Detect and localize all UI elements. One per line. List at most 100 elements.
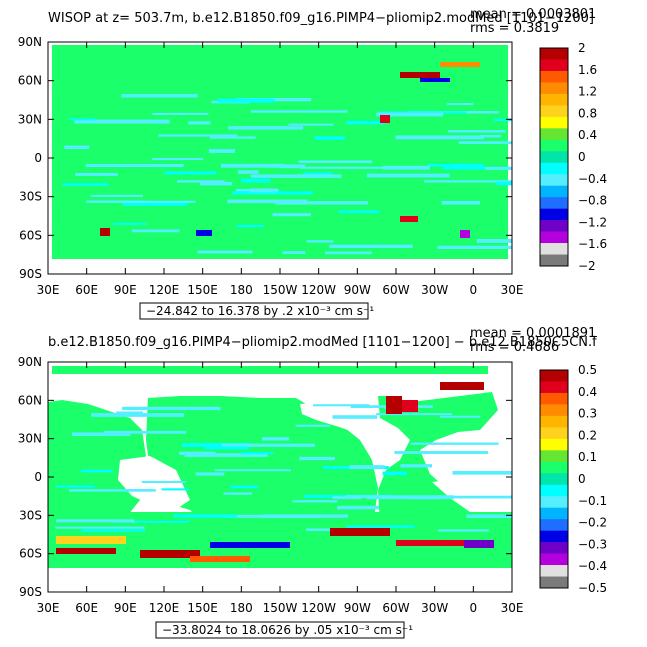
panel-2-cyan-streaks [55, 404, 512, 532]
streak [394, 451, 489, 454]
colorbar-swatch [540, 450, 568, 463]
colorbar-swatch [540, 392, 568, 405]
streak [71, 432, 131, 437]
colorbar-label: −0.4 [578, 172, 607, 186]
panel-1-mean: mean = 0.0003801 [470, 7, 596, 22]
panel-2-range-label: −33.8024 to 18.0626 by .05 x10⁻³ cm s⁻¹ [162, 623, 413, 637]
streak [179, 451, 216, 456]
colorbar-label: 0.4 [578, 385, 597, 399]
colorbar-swatch [540, 519, 568, 531]
streak [237, 170, 259, 174]
streak [493, 118, 512, 122]
colorbar-swatch [540, 576, 568, 589]
streak [441, 200, 480, 205]
y-tick-label: 0 [34, 151, 42, 165]
x-tick-label: 90W [344, 283, 371, 297]
colorbar-swatch [540, 553, 568, 566]
streak [338, 210, 380, 214]
panel-2-x-axis: 30E 60E 90E 120E 150E 180 150W 120W 90W 60W 30W 0 30… [37, 362, 523, 615]
streak [395, 135, 485, 140]
colorbar-label: 1.2 [578, 85, 597, 99]
colorbar-swatch [540, 185, 568, 198]
x-tick-label: 120E [149, 601, 180, 615]
colorbar-swatch [540, 438, 568, 451]
streak [346, 120, 386, 125]
x-tick-label: 60E [75, 283, 98, 297]
streak [209, 136, 256, 139]
x-tick-label: 150W [263, 283, 298, 297]
streak [272, 213, 311, 217]
streak [314, 136, 345, 140]
colorbar-frame [539, 369, 569, 589]
panel-1-y-axis: 90N 60N 30N 0 30S 60S 90S [18, 35, 512, 281]
streak [485, 167, 512, 170]
x-tick-label: 150E [187, 601, 218, 615]
streak [112, 520, 190, 523]
colorbar-swatch [540, 530, 568, 543]
streak [173, 514, 237, 518]
streak [122, 406, 221, 411]
panel-1-range-box: −24.842 to 16.378 by .2 x10⁻³ cm s⁻¹ [139, 302, 374, 320]
streak [408, 495, 439, 500]
panel-1-cyan-streaks [62, 94, 512, 255]
panel-1-noise [100, 62, 480, 238]
streak [122, 202, 188, 206]
streak [410, 442, 499, 445]
streak [345, 495, 381, 499]
streak [104, 430, 187, 434]
y-tick-label: 60S [19, 547, 42, 561]
colorbar-swatch [540, 220, 568, 232]
colorbar-frame [539, 47, 569, 267]
colorbar-label: 0 [578, 472, 586, 486]
y-tick-label: 30S [19, 508, 42, 522]
panel-1-x-axis: 30E 60E 90E 120E 150E 180 150W 120W 90W 60W 30W 0 30… [37, 42, 524, 297]
streak [197, 250, 253, 254]
colorbar-label: 0.5 [578, 363, 597, 377]
colorbar-swatch [540, 496, 568, 508]
streak [121, 94, 198, 98]
streak [378, 111, 467, 114]
y-tick-label: 90S [19, 267, 42, 281]
streak [337, 505, 380, 510]
streak [292, 500, 338, 503]
streak [222, 514, 320, 518]
y-tick-label: 90N [18, 355, 42, 369]
x-tick-label: 120W [301, 283, 336, 297]
colorbar-label: −1.2 [578, 215, 607, 229]
colorbar-swatch [540, 243, 568, 255]
panel-2-range-box: −33.8024 to 18.0626 by .05 x10⁻³ cm s⁻¹ [155, 621, 413, 639]
colorbar-swatch [540, 427, 568, 440]
x-tick-label: 60E [75, 601, 98, 615]
streak [282, 251, 306, 254]
x-tick-label: 180 [230, 601, 253, 615]
panel-1-title: WISOP at z= 503.7m, b.e12.B1850.f09_g16.… [48, 11, 594, 26]
streak [480, 134, 502, 138]
streak [91, 413, 185, 417]
colorbar-label: −0.2 [578, 516, 607, 530]
streak [115, 411, 143, 415]
x-tick-label: 30E [37, 601, 60, 615]
x-tick-label: 60W [382, 601, 409, 615]
streak [349, 465, 385, 469]
streak [231, 191, 313, 195]
panel-2-colorbar: 0.5 0.4 0.3 0.2 0.1 0 −0.1 −0.2 −0.3 −0.4 −0.5 [539, 363, 607, 595]
streak [324, 251, 372, 255]
panel-1-map [48, 42, 512, 274]
streak [428, 495, 512, 499]
streak [56, 519, 135, 523]
streak [446, 102, 474, 106]
x-tick-label: 30E [37, 283, 60, 297]
x-tick-label: 90E [114, 601, 137, 615]
streak [295, 424, 330, 427]
x-tick-label: 90E [114, 283, 137, 297]
streak [220, 163, 285, 168]
streak [55, 526, 145, 529]
colorbar-swatch [540, 254, 568, 267]
streak [249, 188, 277, 193]
panel-2-title: b.e12.B1850.f09_g16.PIMP4−pliomip2.modMe… [48, 335, 597, 350]
streak [152, 158, 204, 161]
x-tick-label: 30E [501, 283, 524, 297]
streak [299, 456, 335, 461]
colorbar-swatch [540, 542, 568, 554]
panel-2-mean: mean = 0.0001891 [470, 326, 596, 341]
